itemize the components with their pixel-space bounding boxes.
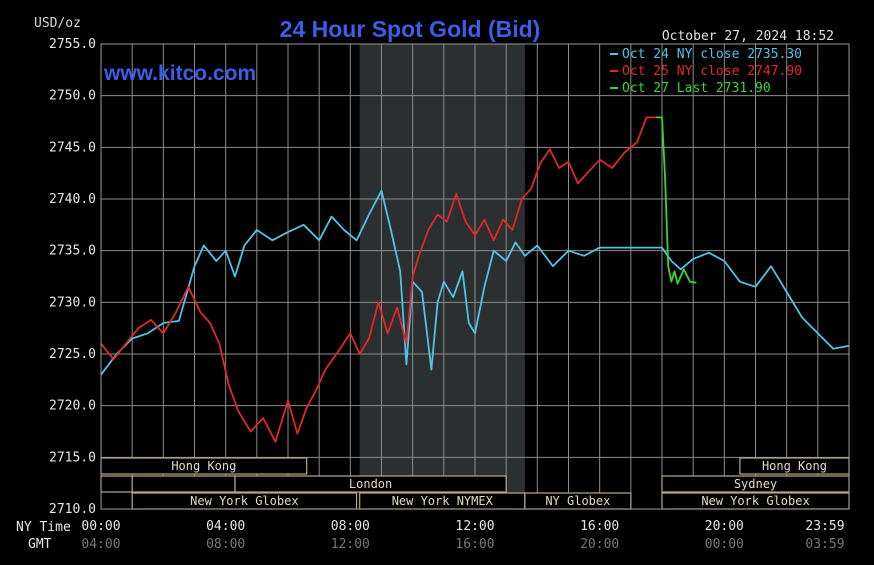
x-tick-label-ny: 00:00: [81, 519, 120, 534]
y-tick-label: 2710.0: [49, 502, 96, 517]
gmt-label: GMT: [28, 537, 52, 552]
nymex-session-shade: [359, 44, 525, 509]
y-tick-label: 2740.0: [49, 192, 96, 207]
x-tick-label-ny: 04:00: [206, 519, 245, 534]
series-line: [100, 116, 656, 443]
x-axis-ticks: 00:00 04:00 04:00 08:00 08:00 12:00 12:00 16:00…: [81, 519, 844, 552]
market-session-label: London: [349, 477, 392, 491]
x-tick-label-ny: 12:00: [455, 519, 494, 534]
x-tick-label-gmt: 12:00: [331, 537, 370, 552]
unit-label: USD/oz: [34, 16, 81, 31]
market-session-label: New York NYMEX: [392, 494, 494, 508]
y-tick-label: 2730.0: [49, 295, 96, 310]
x-tick-label-gmt: 16:00: [455, 537, 494, 552]
chart-title: 24 Hour Spot Gold (Bid): [280, 16, 541, 42]
market-session-box: [100, 475, 133, 493]
market-sessions: Hong Kong London New York Globex New York N…: [100, 457, 850, 510]
market-session-label: Sydney: [734, 477, 777, 491]
y-tick-label: 2735.0: [49, 244, 96, 259]
y-tick-label: 2755.0: [49, 37, 96, 52]
x-tick-label-ny: 20:00: [705, 519, 744, 534]
legend: Oct 24 NY close 2735.30 Oct 25 NY close 2…: [610, 47, 802, 96]
x-tick-label-ny: 08:00: [331, 519, 370, 534]
legend-entry: Oct 24 NY close 2735.30: [622, 47, 802, 62]
x-tick-label-gmt: 20:00: [580, 537, 619, 552]
y-tick-label: 2725.0: [49, 347, 96, 362]
timestamp: October 27, 2024 18:52: [662, 29, 834, 44]
series-line: [655, 116, 697, 285]
x-tick-label-ny: 23:59: [805, 519, 844, 534]
plot-frame: [100, 43, 850, 510]
legend-entry: Oct 27 Last 2731.90: [622, 81, 771, 96]
y-tick-label: 2745.0: [49, 140, 96, 155]
market-session-label: Hong Kong: [762, 459, 827, 473]
series-line: [100, 189, 850, 376]
x-tick-label-ny: 16:00: [580, 519, 619, 534]
market-session-label: New York Globex: [190, 494, 298, 508]
market-session-box: [234, 475, 507, 493]
y-tick-label: 2715.0: [49, 450, 96, 465]
watermark: www.kitco.com: [103, 62, 256, 85]
x-tick-label-gmt: 04:00: [81, 537, 120, 552]
y-tick-label: 2720.0: [49, 399, 96, 414]
market-session-label: New York Globex: [701, 494, 809, 508]
legend-entry: Oct 25 NY close 2747.90: [622, 64, 802, 79]
data-series: [100, 116, 850, 443]
y-axis-ticks: 2710.0 2715.0 2720.0 2725.0 2730.0 2735.0 2740…: [49, 37, 96, 517]
market-session-label: NY Globex: [545, 494, 610, 508]
market-session-label: Hong Kong: [171, 459, 236, 473]
x-tick-label-gmt: 03:59: [805, 537, 844, 552]
x-tick-label-gmt: 08:00: [206, 537, 245, 552]
y-tick-label: 2750.0: [49, 89, 96, 104]
market-session-box: [131, 475, 236, 493]
x-tick-label-gmt: 00:00: [705, 537, 744, 552]
ny-time-label: NY Time: [16, 520, 71, 535]
